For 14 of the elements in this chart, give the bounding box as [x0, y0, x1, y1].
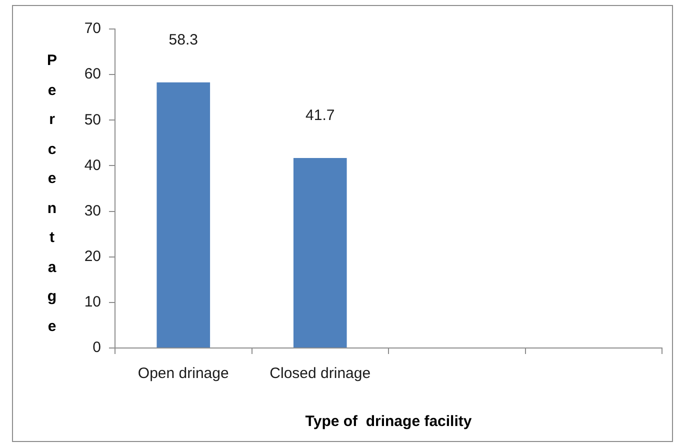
y-tick-label: 0: [92, 339, 101, 356]
y-tick-label: 40: [84, 156, 101, 174]
y-tick-label: 70: [84, 20, 101, 38]
y-tick-label: 50: [84, 111, 101, 128]
y-tick-label: 10: [84, 294, 101, 311]
x-tick-label: Closed drinage: [270, 365, 371, 382]
text: Percentage: [46, 52, 57, 334]
y-tick-label: 20: [84, 248, 101, 265]
y-tick-label: 30: [84, 202, 101, 220]
x-tick-label: Open drinage: [138, 365, 229, 382]
data-label: 41.7: [306, 107, 335, 124]
data-label: 58.3: [168, 31, 198, 48]
y-tick-label: 60: [84, 66, 101, 83]
x-axis-title: Type of drinage facility: [305, 413, 472, 430]
